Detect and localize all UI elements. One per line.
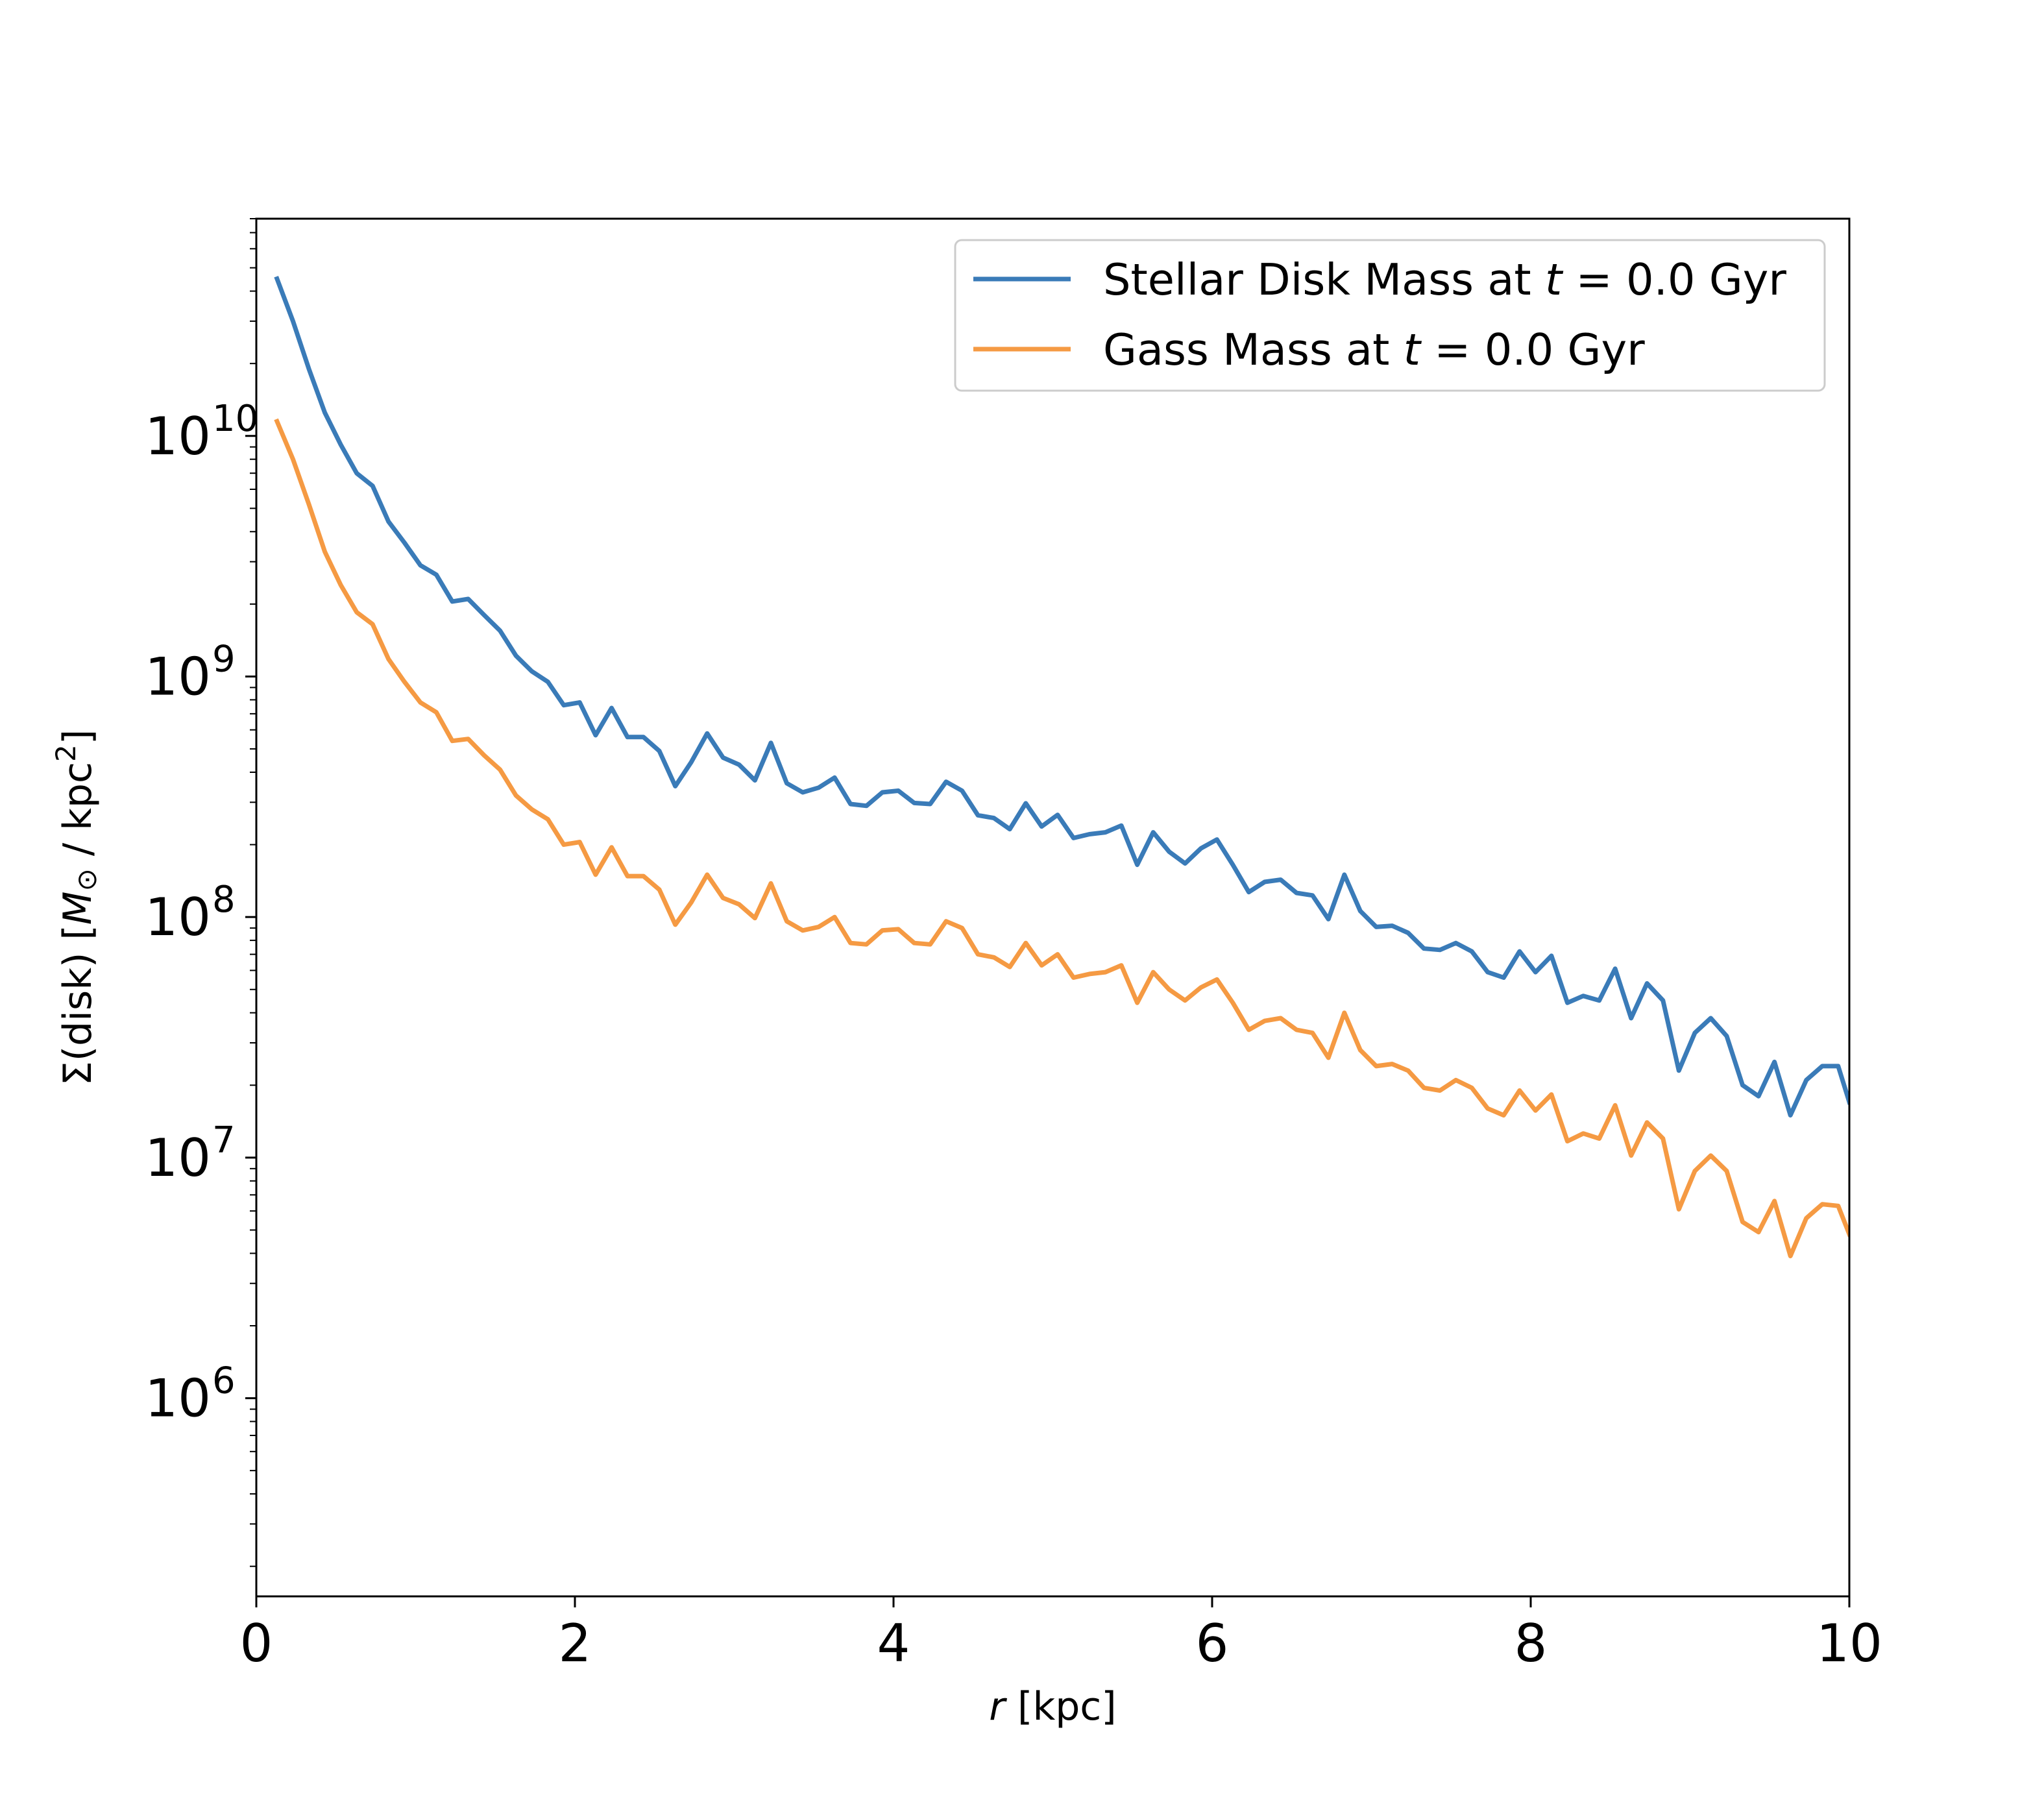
plot-frame xyxy=(255,217,1851,1598)
series-line-1 xyxy=(274,418,1849,1258)
y-axis-label: Σ(disk) [M⊙ / kpc2] xyxy=(50,729,103,1086)
y-axis-label-sup: 2 xyxy=(50,744,82,762)
x-axis-label: r [kpc] xyxy=(989,1684,1116,1729)
legend-gas-suffix: = 0.0 Gyr xyxy=(1420,324,1645,375)
x-tick-label-0: 0 xyxy=(240,1613,273,1674)
x-axis-label-unit: [kpc] xyxy=(1005,1684,1117,1729)
x-axis-label-var: r xyxy=(989,1684,1007,1729)
x-tick-label-2: 4 xyxy=(877,1613,910,1674)
x-axis: 0 2 4 6 8 10 xyxy=(240,1596,1882,1674)
y-tick-label-3: 10 xyxy=(145,646,211,707)
y-axis-label-main: Σ(disk) [ xyxy=(55,925,101,1086)
y-tick-label-2: 10 xyxy=(145,887,211,947)
y-tick-label-4: 10 xyxy=(145,406,211,467)
x-tick-label-1: 2 xyxy=(559,1613,592,1674)
y-axis-label-var: M xyxy=(55,891,101,925)
x-tick-label-5: 10 xyxy=(1816,1613,1882,1674)
y-axis-label-unit: / kpc xyxy=(55,762,101,868)
legend-stellar-prefix: Stellar Disk Mass at xyxy=(1103,254,1545,305)
legend-box xyxy=(954,239,1826,392)
legend-stellar-suffix: = 0.0 Gyr xyxy=(1562,254,1786,305)
y-tick-exponent-1: 7 xyxy=(212,1119,236,1162)
legend-stellar-var: t xyxy=(1545,254,1564,305)
series-layer xyxy=(274,276,1849,1258)
y-axis-label-close: ] xyxy=(55,729,101,744)
y-tick-exponent-3: 9 xyxy=(212,638,236,680)
y-tick-exponent-4: 10 xyxy=(212,398,258,440)
y-tick-exponent-0: 6 xyxy=(212,1360,236,1402)
x-tick-label-3: 6 xyxy=(1196,1613,1229,1674)
y-tick-exponent-2: 8 xyxy=(212,879,236,921)
y-tick-label-1: 10 xyxy=(145,1128,211,1188)
legend: Stellar Disk Mass at t = 0.0 Gyr Gass Ma… xyxy=(954,239,1826,392)
legend-entry-stellar: Stellar Disk Mass at t = 0.0 Gyr xyxy=(1103,254,1786,305)
y-axis-label-sub: ⊙ xyxy=(71,868,103,891)
legend-gas-prefix: Gass Mass at xyxy=(1103,324,1404,375)
y-tick-label-0: 10 xyxy=(145,1369,211,1429)
series-line-0 xyxy=(274,276,1849,1118)
x-tick-label-4: 8 xyxy=(1515,1613,1548,1674)
legend-gas-var: t xyxy=(1404,324,1422,375)
legend-entry-gas: Gass Mass at t = 0.0 Gyr xyxy=(1103,324,1645,375)
